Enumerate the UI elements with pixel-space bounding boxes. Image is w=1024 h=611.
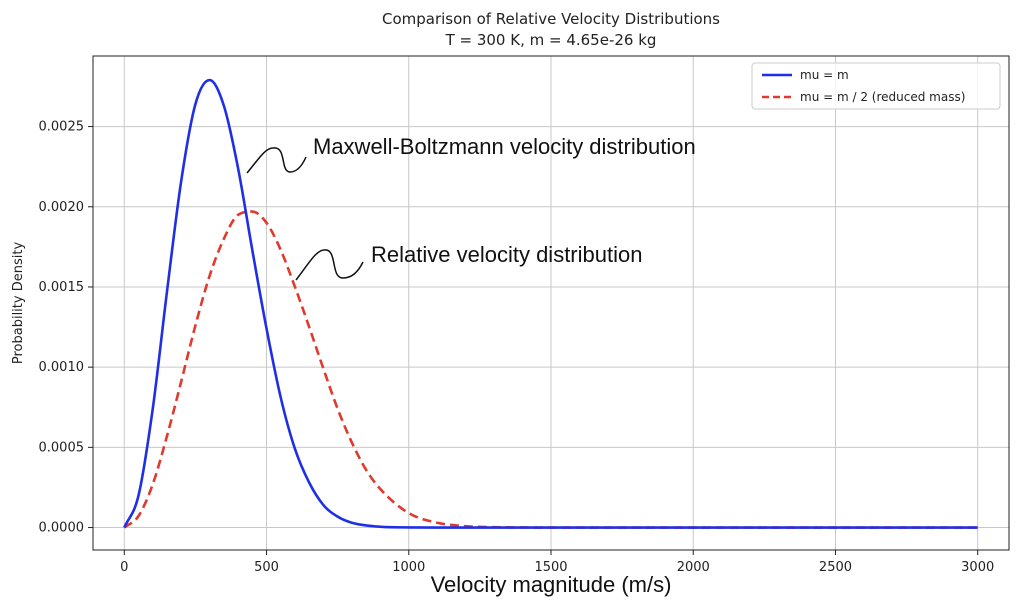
chart-title: Comparison of Relative Velocity Distribu… xyxy=(382,10,720,28)
y-tick-label: 0.0025 xyxy=(39,120,85,135)
y-tick-label: 0.0010 xyxy=(39,360,85,375)
x-axis: 0 500 1000 1500 2000 2500 3000 xyxy=(120,550,994,575)
x-tick-label: 500 xyxy=(254,560,279,575)
annotation-maxwell-boltzmann: Maxwell-Boltzmann velocity distribution xyxy=(246,134,696,174)
chart-subtitle: T = 300 K, m = 4.65e-26 kg xyxy=(445,31,657,49)
y-tick-label: 0.0005 xyxy=(39,440,85,455)
annotation-connector-0 xyxy=(246,147,307,174)
series-layer xyxy=(123,78,978,529)
series-line-0 xyxy=(123,78,978,529)
y-axis-label: Probability Density xyxy=(11,242,26,365)
annotation-text-1: Relative velocity distribution xyxy=(371,242,642,267)
annotation-connector-1 xyxy=(295,249,364,281)
x-tick-label: 2000 xyxy=(677,560,710,575)
y-tick-label: 0.0000 xyxy=(39,521,85,536)
x-tick-label: 0 xyxy=(120,560,128,575)
legend: mu = m mu = m / 2 (reduced mass) xyxy=(751,62,1001,110)
annotation-relative-velocity: Relative velocity distribution xyxy=(295,242,642,281)
x-tick-label: 1500 xyxy=(534,560,567,575)
y-tick-label: 0.0020 xyxy=(39,200,85,215)
legend-entry-1: mu = m / 2 (reduced mass) xyxy=(800,90,965,104)
y-axis: 0.0000 0.0005 0.0010 0.0015 0.0020 0.0025 xyxy=(39,120,93,536)
x-tick-label: 3000 xyxy=(961,560,994,575)
x-tick-label: 2500 xyxy=(819,560,852,575)
x-tick-label: 1000 xyxy=(392,560,425,575)
y-tick-label: 0.0015 xyxy=(39,280,85,295)
annotation-text-0: Maxwell-Boltzmann velocity distribution xyxy=(313,134,696,159)
legend-entry-0: mu = m xyxy=(800,68,849,82)
x-axis-label: Velocity magnitude (m/s) xyxy=(431,572,672,597)
legend-box xyxy=(751,62,1001,110)
